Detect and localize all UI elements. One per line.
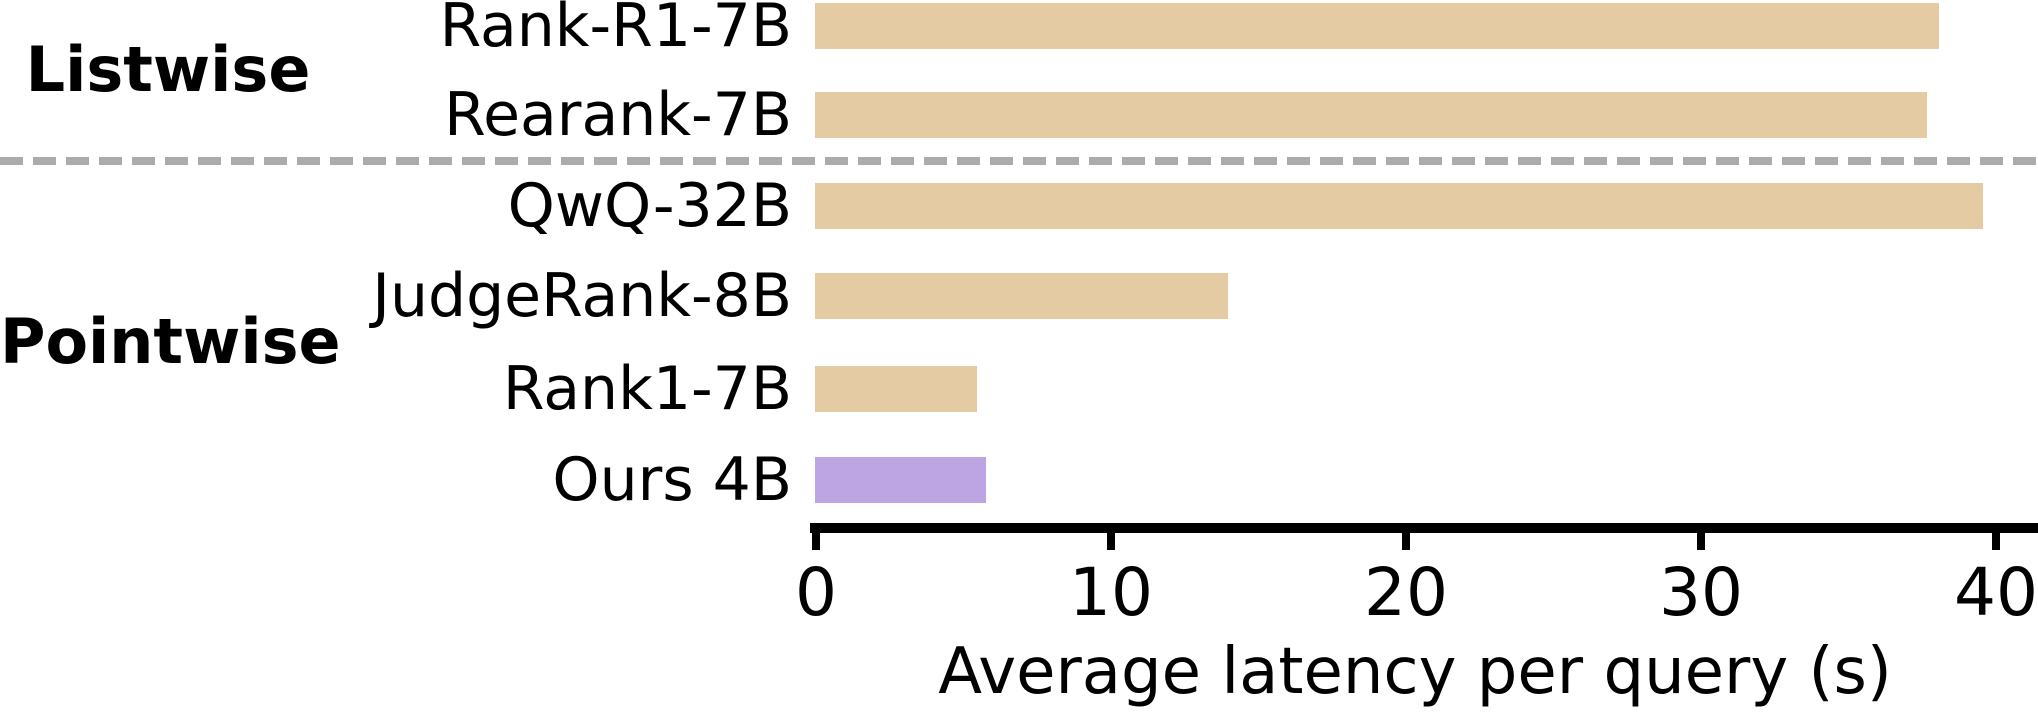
x-tick-label: 40 bbox=[1954, 554, 2038, 631]
x-axis-title: Average latency per query (s) bbox=[938, 635, 1892, 709]
category-label: Rank-R1-7B bbox=[439, 0, 792, 61]
x-tick-mark bbox=[1402, 533, 1410, 550]
bar bbox=[815, 92, 1927, 138]
x-tick-label: 10 bbox=[1069, 554, 1153, 631]
bar bbox=[815, 3, 1939, 49]
x-axis-line bbox=[810, 523, 2038, 533]
x-tick-label: 0 bbox=[795, 554, 837, 631]
x-tick-mark bbox=[1992, 533, 2000, 550]
bar-highlighted bbox=[815, 457, 986, 503]
x-tick-label: 20 bbox=[1364, 554, 1448, 631]
category-label: Rearank-7B bbox=[444, 80, 792, 150]
bar bbox=[815, 273, 1228, 319]
group-separator-dashed-line bbox=[0, 157, 2038, 165]
group-label-pointwise: Pointwise bbox=[0, 305, 341, 378]
x-tick-mark bbox=[1107, 533, 1115, 550]
category-label: QwQ-32B bbox=[507, 171, 792, 241]
bar bbox=[815, 366, 977, 412]
x-tick-mark bbox=[812, 533, 820, 550]
bar bbox=[815, 183, 1983, 229]
x-tick-mark bbox=[1697, 533, 1705, 550]
category-label: JudgeRank-8B bbox=[372, 261, 792, 331]
category-label: Rank1-7B bbox=[502, 354, 792, 424]
group-label-listwise: Listwise bbox=[25, 33, 311, 106]
x-tick-label: 30 bbox=[1659, 554, 1743, 631]
category-label: Ours 4B bbox=[552, 445, 792, 515]
